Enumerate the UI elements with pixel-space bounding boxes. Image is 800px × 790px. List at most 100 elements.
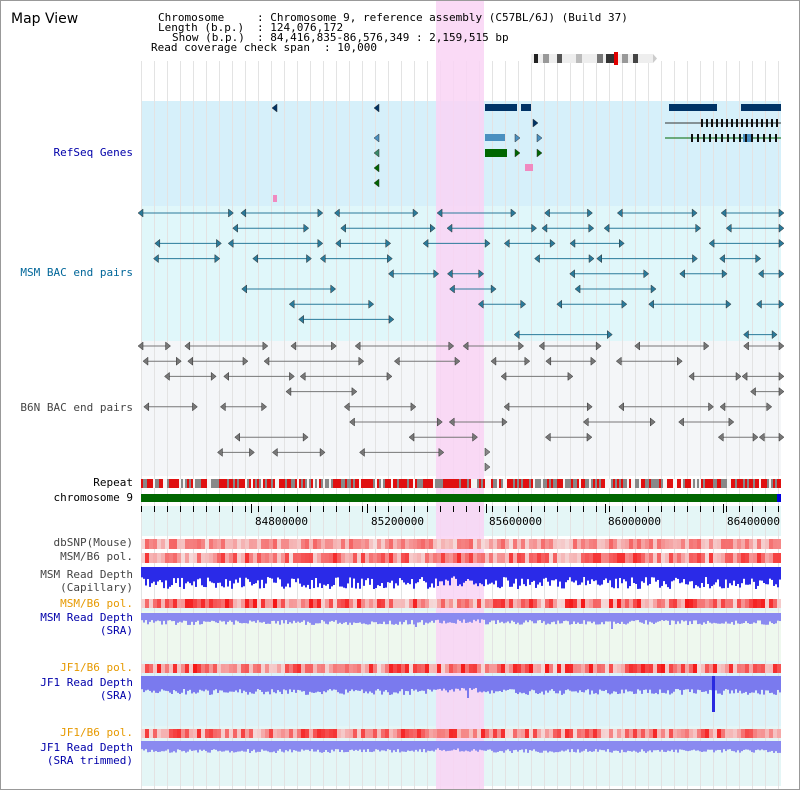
jf1-depth-tr-bar (719, 741, 721, 750)
repeat-segment (455, 479, 457, 488)
track-label-msm-bac[interactable]: MSM BAC end pairs (20, 266, 133, 279)
msm-depth-sra-bar (349, 613, 351, 623)
repeat-segment (777, 479, 779, 488)
b6n-bac-pair-end (500, 371, 507, 381)
track-label-msm-b6-pol-1[interactable]: MSM/B6 pol. (60, 550, 133, 563)
repeat-segment (235, 479, 237, 488)
msm-depth-cap-bar (209, 567, 211, 582)
repeat-segment (631, 479, 633, 488)
msm-depth-cap-bar (255, 567, 257, 584)
jf1-depth-sra-bar (529, 676, 531, 692)
msm-depth-cap-bar (515, 567, 517, 579)
msm-depth-sra-bar (587, 613, 589, 622)
track-label-refseq[interactable]: RefSeq Genes (53, 146, 133, 159)
dbsnp-segment (677, 539, 681, 549)
msm-depth-cap-bar (737, 567, 739, 584)
jf1-depth-sra-bar (511, 676, 513, 690)
msm-bac-pair-end (240, 208, 247, 218)
msm-b6-pol-segment (693, 553, 697, 563)
jf1-depth-sra-bar (493, 676, 495, 694)
jf1-depth-sra-bar (759, 676, 761, 695)
track-label-dbsnp[interactable]: dbSNP(Mouse) (53, 536, 133, 549)
msm-depth-cap-bar (263, 567, 265, 589)
jf1-depth-tr-bar (635, 741, 637, 752)
jf1-b6-pol-segment (473, 664, 477, 673)
msm-b6-pol-segment (405, 553, 409, 563)
jf1-depth-sra-bar (177, 676, 179, 693)
jf1-depth-sra-bar (523, 676, 525, 693)
msm-depth-cap-bar (719, 567, 721, 587)
msm-depth-cap-bar (235, 567, 237, 580)
msm-b6-pol-segment (745, 599, 749, 608)
b6n-bac-pair-end (176, 356, 182, 366)
jf1-b6-pol-segment (209, 729, 213, 738)
b6n-bac-pair-end (703, 341, 710, 351)
msm-depth-sra-bar (753, 613, 755, 623)
b6n-bac-pair-end (438, 447, 445, 457)
msm-b6-pol-segment (277, 553, 281, 563)
jf1-depth-tr-bar (197, 741, 199, 753)
jf1-depth-sra-bar (521, 676, 523, 694)
jf1-b6-pol-segment (257, 729, 261, 738)
jf1-b6-pol-segment (737, 729, 741, 738)
msm-depth-cap-bar (297, 567, 299, 579)
msm-b6-pol-segment (565, 599, 569, 608)
msm-b6-pol-segment (209, 599, 213, 608)
repeat-segment (375, 479, 377, 488)
jf1-depth-sra-bar (145, 676, 147, 691)
track-label-repeat[interactable]: Repeat (93, 476, 133, 489)
jf1-b6-pol-segment (709, 664, 713, 673)
track-label-jf1-b6-pol-2[interactable]: JF1/B6 pol. (60, 726, 133, 739)
repeat-segment (547, 479, 549, 488)
repeat-segment (639, 479, 641, 488)
jf1-b6-pol-segment (561, 664, 565, 673)
dbsnp-segment (641, 539, 645, 549)
repeat-segment (557, 479, 559, 488)
msm-depth-cap-bar (147, 567, 149, 580)
jf1-depth-sra-bar (569, 676, 571, 691)
jf1-depth-sra-bar (585, 676, 587, 691)
repeat-segment (323, 479, 325, 488)
repeat-segment (311, 479, 313, 488)
chromosome-value: : Chromosome 9, reference assembly (C57B… (257, 11, 628, 24)
track-label-msm-b6-pol-2[interactable]: MSM/B6 pol. (60, 597, 133, 610)
jf1-depth-sra-bar (371, 676, 373, 693)
msm-depth-sra-bar (463, 613, 465, 620)
jf1-b6-pol-segment (601, 664, 605, 673)
jf1-b6-pol-segment (681, 664, 685, 673)
msm-depth-cap-bar (717, 567, 719, 580)
jf1-depth-tr-bar (179, 741, 181, 750)
dbsnp-segment (265, 539, 269, 549)
track-label-b6n-bac[interactable]: B6N BAC end pairs (20, 401, 133, 414)
track-label-chromosome[interactable]: chromosome 9 (53, 491, 133, 504)
dbsnp-segment (745, 539, 749, 549)
b6n-bac-pair-end (262, 341, 269, 351)
msm-depth-cap-bar (243, 567, 245, 587)
dbsnp-segment (497, 539, 501, 549)
track-label-jf1-depth-tr[interactable]: JF1 Read Depth (40, 741, 133, 754)
jf1-depth-tr-bar (263, 741, 265, 751)
msm-depth-cap-bar (417, 567, 419, 583)
jf1-depth-sra-bar (379, 676, 381, 691)
msm-depth-sra-bar (203, 613, 205, 622)
msm-depth-sra-bar (571, 613, 573, 625)
track-label-jf1-depth-sra[interactable]: JF1 Read Depth (40, 676, 133, 689)
msm-depth-sra-bar (239, 613, 241, 623)
jf1-b6-pol-segment (265, 664, 269, 673)
msm-b6-pol-segment (549, 599, 553, 608)
msm-depth-sra-bar (331, 613, 333, 621)
repeat-segment (633, 479, 635, 488)
gene-strand-arrow (373, 133, 380, 143)
track-label-jf1-b6-pol-1[interactable]: JF1/B6 pol. (60, 661, 133, 674)
track-label-msm-depth-sra[interactable]: MSM Read Depth (40, 611, 133, 624)
repeat-segment (331, 479, 333, 488)
repeat-segment (657, 479, 659, 488)
msm-depth-sra-bar (575, 613, 577, 624)
msm-depth-cap-bar (249, 567, 251, 582)
track-label-msm-depth-cap[interactable]: MSM Read Depth (40, 568, 133, 581)
msm-b6-pol-segment (541, 553, 545, 563)
repeat-segment (571, 479, 573, 488)
msm-depth-sra-bar (569, 613, 571, 625)
jf1-depth-sra-bar (187, 676, 189, 691)
